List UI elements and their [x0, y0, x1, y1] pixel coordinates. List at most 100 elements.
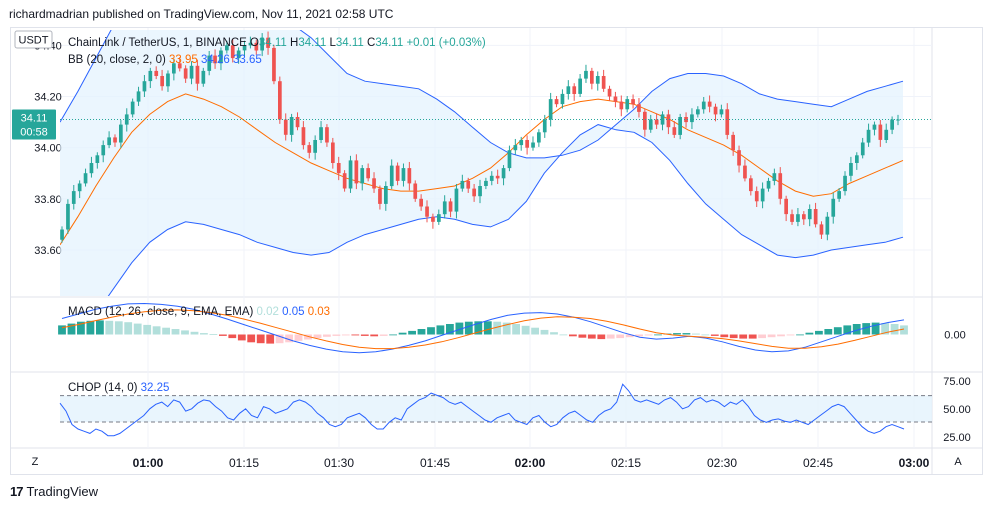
- time-axis-label: 01:15: [229, 456, 259, 470]
- candle-body: [595, 76, 600, 84]
- macd-histogram-bar: [143, 324, 152, 335]
- candle-body: [796, 214, 800, 222]
- candle-body: [119, 124, 123, 143]
- candle-body: [372, 178, 376, 189]
- macd-histogram-bar: [739, 334, 748, 339]
- chop-axis-label: 75.00: [943, 376, 971, 388]
- time-axis-label: 02:00: [515, 456, 546, 470]
- macd-histogram-bar: [256, 334, 265, 344]
- candle-body: [654, 119, 659, 125]
- candle-body: [289, 117, 294, 135]
- candle-body: [719, 109, 724, 115]
- bb-label: BB (20, close, 2, 0): [68, 54, 169, 66]
- candle-body: [319, 127, 323, 140]
- macd-histogram-bar: [200, 333, 208, 335]
- macd-histogram-bar: [559, 334, 568, 336]
- candle-body: [713, 106, 718, 115]
- macd-histogram-bar: [767, 334, 776, 338]
- macd-histogram-bar: [786, 334, 795, 336]
- time-axis-label: 01:30: [324, 456, 354, 470]
- candle-body: [283, 119, 288, 135]
- candle-body: [71, 191, 76, 204]
- chop-axis-label: 25.00: [943, 432, 971, 444]
- candle-body: [590, 70, 594, 84]
- macd-histogram-bar: [881, 323, 889, 335]
- candle-body: [401, 168, 406, 181]
- candle-body: [189, 65, 194, 79]
- macd-histogram-bar: [152, 326, 161, 335]
- candle-body: [389, 165, 394, 187]
- candle-body: [413, 183, 418, 199]
- macd-histogram-bar: [654, 334, 662, 336]
- tradingview-logo-icon: 17: [10, 484, 24, 499]
- macd-histogram-bar: [464, 321, 473, 335]
- ohlc-value: 34.11: [336, 37, 367, 49]
- macd-histogram-bar: [824, 329, 833, 335]
- macd-histogram-bar: [96, 320, 104, 335]
- candle-body: [395, 165, 400, 181]
- macd-histogram-bar: [644, 334, 653, 336]
- macd-histogram-bar: [417, 329, 426, 335]
- candle-body: [230, 45, 235, 59]
- ohlc-key: C: [367, 37, 375, 49]
- candle-body: [619, 101, 624, 110]
- candle-body: [519, 140, 524, 146]
- auto-scale-button[interactable]: A: [954, 456, 962, 468]
- macd-histogram-bar: [266, 334, 275, 344]
- chop-line: [59, 383, 905, 437]
- price-axis-label: 34.00: [34, 143, 62, 155]
- candle-body: [213, 55, 217, 64]
- candle-body: [601, 76, 606, 89]
- candle-body: [454, 188, 459, 212]
- candle-body: [154, 70, 159, 76]
- candle-body: [83, 173, 88, 184]
- candle-body: [348, 160, 353, 189]
- time-axis-label: 01:00: [133, 456, 164, 470]
- time-axis-label: 03:00: [899, 456, 930, 470]
- candle-body: [819, 224, 824, 235]
- candle-body: [790, 214, 794, 222]
- candle-body: [631, 99, 635, 105]
- macd-histogram-bar: [673, 333, 681, 335]
- candle-body: [778, 173, 783, 199]
- candle-body: [772, 173, 777, 181]
- candle-body: [466, 180, 471, 189]
- zoom-button[interactable]: Z: [31, 456, 39, 468]
- time-axis-label: 02:30: [707, 456, 737, 470]
- macd-histogram-bar: [493, 321, 502, 335]
- macd-histogram-bar: [332, 334, 341, 336]
- macd-axis-label: 0.00: [944, 330, 965, 342]
- footer-brand[interactable]: 17 TradingView: [10, 484, 98, 499]
- candle-body: [737, 150, 741, 166]
- macd-histogram-bar: [86, 320, 95, 335]
- candle-body: [301, 127, 306, 146]
- macd-histogram-bar: [729, 334, 738, 339]
- candle-body: [254, 42, 259, 51]
- candle-body: [507, 150, 512, 169]
- candle-body: [166, 73, 170, 87]
- candle-body: [542, 119, 547, 133]
- candle-body: [660, 114, 665, 125]
- macd-histogram-bar: [777, 334, 785, 337]
- candle-body: [207, 55, 212, 71]
- candle-body: [890, 119, 894, 130]
- macd-value: 0.03: [308, 306, 330, 318]
- macd-histogram-bar: [360, 334, 369, 336]
- candle-body: [613, 96, 618, 102]
- candle-body: [201, 70, 206, 84]
- candle-body: [60, 229, 64, 240]
- candle-body: [77, 183, 82, 192]
- main-pane-plot: [60, 30, 904, 296]
- macd-histogram-bar: [606, 334, 615, 339]
- macd-histogram-bar: [162, 327, 170, 335]
- macd-histogram-bar: [635, 334, 643, 337]
- macd-label: MACD (12, 26, close, 9, EMA, EMA): [68, 306, 257, 318]
- macd-histogram-bar: [370, 334, 379, 337]
- macd-value: 0.05: [282, 306, 308, 318]
- macd-histogram-bar: [58, 325, 66, 335]
- candle-body: [460, 180, 465, 189]
- macd-histogram-bar: [701, 334, 710, 336]
- candle-body: [431, 216, 435, 222]
- chart-frame[interactable]: [10, 27, 983, 475]
